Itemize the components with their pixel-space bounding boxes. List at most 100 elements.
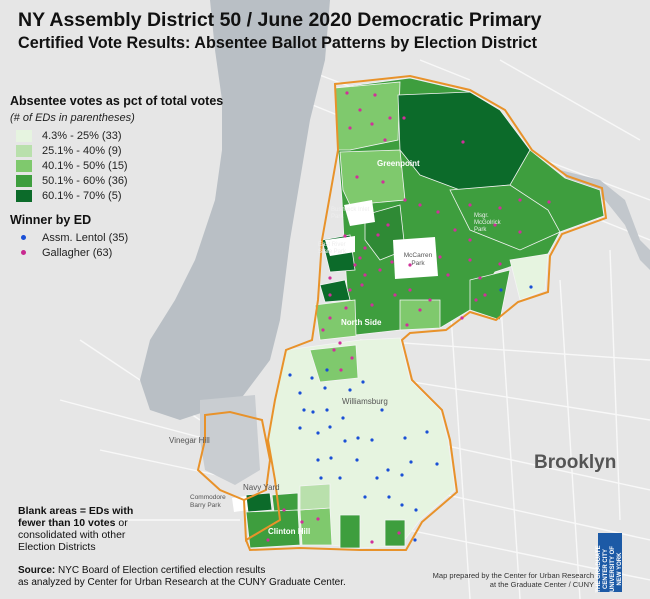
gallagher-dot: [498, 206, 502, 210]
lentol-dot: [325, 368, 329, 372]
gallagher-dot: [393, 293, 397, 297]
lentol-dot: [387, 495, 391, 499]
gallagher-dot: [363, 273, 367, 277]
gallagher-dot: [518, 230, 522, 234]
lentol-dot: [328, 425, 332, 429]
gallagher-dot: [383, 138, 387, 142]
lentol-dot: [375, 476, 379, 480]
lentol-dot: [341, 416, 345, 420]
ed-winner-dots: [266, 91, 551, 544]
label-bushwick-inlet: Bushwick Inlet Park: [331, 207, 370, 220]
blank-note-bold: Blank areas = EDs with fewer than 10 vot…: [18, 505, 134, 529]
lentol-dot: [348, 388, 352, 392]
mccarren-park: [393, 237, 438, 279]
navy-yard-basin: [200, 395, 260, 485]
graduate-center-logo: THE GRADUATE CENTER CITY UNIVERSITY OF N…: [596, 533, 623, 593]
lentol-dot: [355, 458, 359, 462]
east-river: [140, 0, 330, 420]
lentol-dot: [413, 538, 417, 542]
gallagher-dot: [345, 91, 349, 95]
label-mccarren-park: McCarren Park: [403, 252, 433, 267]
lentol-dot: [414, 508, 418, 512]
lentol-dot: [310, 376, 314, 380]
district-outline: [196, 74, 608, 552]
gallagher-dot: [408, 263, 412, 267]
gallagher-dot: [358, 256, 362, 260]
gallagher-dot: [388, 116, 392, 120]
lentol-dot: [311, 410, 315, 414]
gallagher-dot: [518, 198, 522, 202]
gallagher-dot: [438, 255, 442, 259]
gallagher-dot: [468, 258, 472, 262]
lentol-dot: [425, 430, 429, 434]
label-vinegar-hill: Vinegar Hill: [169, 436, 210, 445]
gallagher-dot: [300, 520, 304, 524]
lentol-dot: [386, 468, 390, 472]
lentol-dot-icon: [21, 235, 26, 240]
bushwick-inlet-park: [344, 200, 375, 226]
gallagher-dot: [378, 268, 382, 272]
label-williamsburg: Williamsburg: [342, 397, 388, 406]
lentol-dot: [361, 380, 365, 384]
source-bold: Source:: [18, 565, 56, 576]
lentol-dot: [338, 476, 342, 480]
label-navy-yard: Navy Yard: [243, 483, 280, 492]
swatch: [16, 189, 32, 202]
gallagher-dot: [408, 288, 412, 292]
lentol-dot: [529, 285, 533, 289]
lentol-dot: [400, 473, 404, 477]
logo-text: THE GRADUATE CENTER CITY UNIVERSITY OF N…: [596, 545, 623, 593]
gallagher-dot: [355, 175, 359, 179]
gallagher-dot: [547, 200, 551, 204]
gallagher-dot: [390, 260, 394, 264]
gallagher-dot: [460, 316, 464, 320]
legend-class-1: 4.3% - 25% (33): [10, 128, 250, 143]
gallagher-dot: [381, 180, 385, 184]
gallagher-dot: [282, 508, 286, 512]
source-line2: as analyzed by Center for Urban Research…: [18, 577, 346, 588]
lentol-dot: [316, 458, 320, 462]
gallagher-dot: [418, 308, 422, 312]
lentol-dot: [380, 408, 384, 412]
gallagher-dot: [402, 116, 406, 120]
gallagher-dot: [316, 517, 320, 521]
gallagher-dot: [350, 356, 354, 360]
legend: Absentee votes as pct of total votes (# …: [10, 94, 250, 260]
legend-subheading: (# of EDs in parentheses): [10, 112, 135, 124]
map-subtitle: Certified Vote Results: Absentee Ballot …: [18, 34, 538, 52]
legend-class-label: 40.1% - 50% (15): [42, 159, 128, 172]
lentol-dot: [316, 431, 320, 435]
lentol-dot: [329, 456, 333, 460]
gallagher-dot: [453, 228, 457, 232]
lentol-dot: [319, 476, 323, 480]
swatch: [16, 144, 32, 157]
gallagher-dot: [370, 122, 374, 126]
gallagher-dot: [328, 276, 332, 280]
gallagher-dot: [403, 198, 407, 202]
swatch: [16, 174, 32, 187]
lentol-dot: [370, 438, 374, 442]
gallagher-dot: [418, 203, 422, 207]
legend-class-4: 50.1% - 60% (36): [10, 173, 250, 188]
lentol-dot: [288, 373, 292, 377]
gallagher-dot: [483, 293, 487, 297]
gallagher-dot: [321, 328, 325, 332]
gallagher-dot: [397, 531, 401, 535]
gallagher-dot: [478, 276, 482, 280]
winner-lentol: Assm. Lentol (35): [10, 230, 250, 245]
gallagher-dot: [405, 323, 409, 327]
label-clinton-hill: Clinton Hill: [268, 527, 311, 536]
legend-heading: Absentee votes as pct of total votes: [10, 94, 224, 108]
lentol-dot: [343, 439, 347, 443]
gallagher-dot: [360, 283, 364, 287]
credit-line1: Map prepared by the Center for Urban Res…: [432, 571, 594, 580]
gallagher-dot: [468, 203, 472, 207]
gallagher-dot-icon: [21, 250, 26, 255]
swatch: [16, 129, 32, 142]
legend-class-5: 60.1% - 70% (5): [10, 188, 250, 203]
gallagher-dot: [468, 238, 472, 242]
label-east-river-park: East River State Park: [318, 242, 347, 255]
winner-gallagher: Gallagher (63): [10, 245, 250, 260]
